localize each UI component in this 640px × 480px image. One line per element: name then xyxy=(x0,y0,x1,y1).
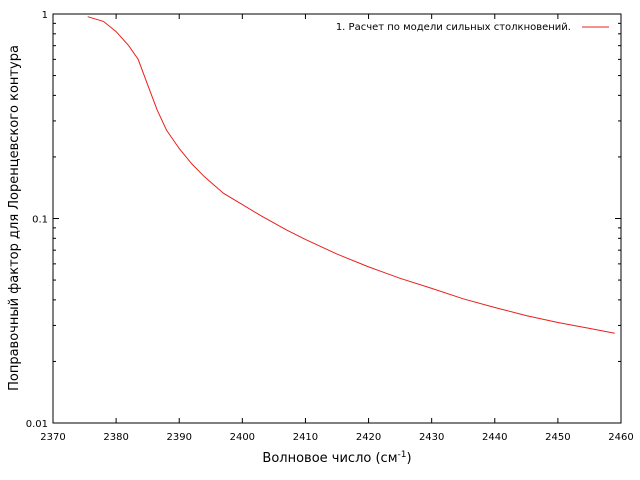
x-tick-label: 2370 xyxy=(40,432,65,443)
x-tick-label: 2380 xyxy=(103,432,128,443)
y-axis-ticks: 1 0.1 0.01 xyxy=(26,10,621,430)
x-tick-label: 2430 xyxy=(419,432,444,443)
legend: 1. Расчет по модели сильных столкновений… xyxy=(336,22,609,33)
y-tick-label: 1 xyxy=(42,10,48,21)
x-tick-label: 2390 xyxy=(166,432,191,443)
y-tick-label: 0.1 xyxy=(32,215,48,226)
x-tick-label: 2410 xyxy=(293,432,318,443)
x-tick-label: 2460 xyxy=(608,432,633,443)
x-axis-title: Волновое число (см-1) xyxy=(262,450,411,466)
series-line xyxy=(87,16,615,334)
x-tick-label: 2440 xyxy=(482,432,507,443)
y-tick-label: 0.01 xyxy=(26,419,48,430)
x-axis-ticks: 2370 2380 2390 2400 2410 2420 2430 2440 2450 2460 xyxy=(40,14,634,443)
x-tick-label: 2450 xyxy=(545,432,570,443)
y-axis-title: Поправочный фактор для Лоренцевского кон… xyxy=(7,45,22,391)
plot-frame xyxy=(52,13,622,424)
x-tick-label: 2400 xyxy=(230,432,255,443)
legend-label: 1. Расчет по модели сильных столкновений… xyxy=(336,22,571,33)
x-tick-label: 2420 xyxy=(356,432,381,443)
